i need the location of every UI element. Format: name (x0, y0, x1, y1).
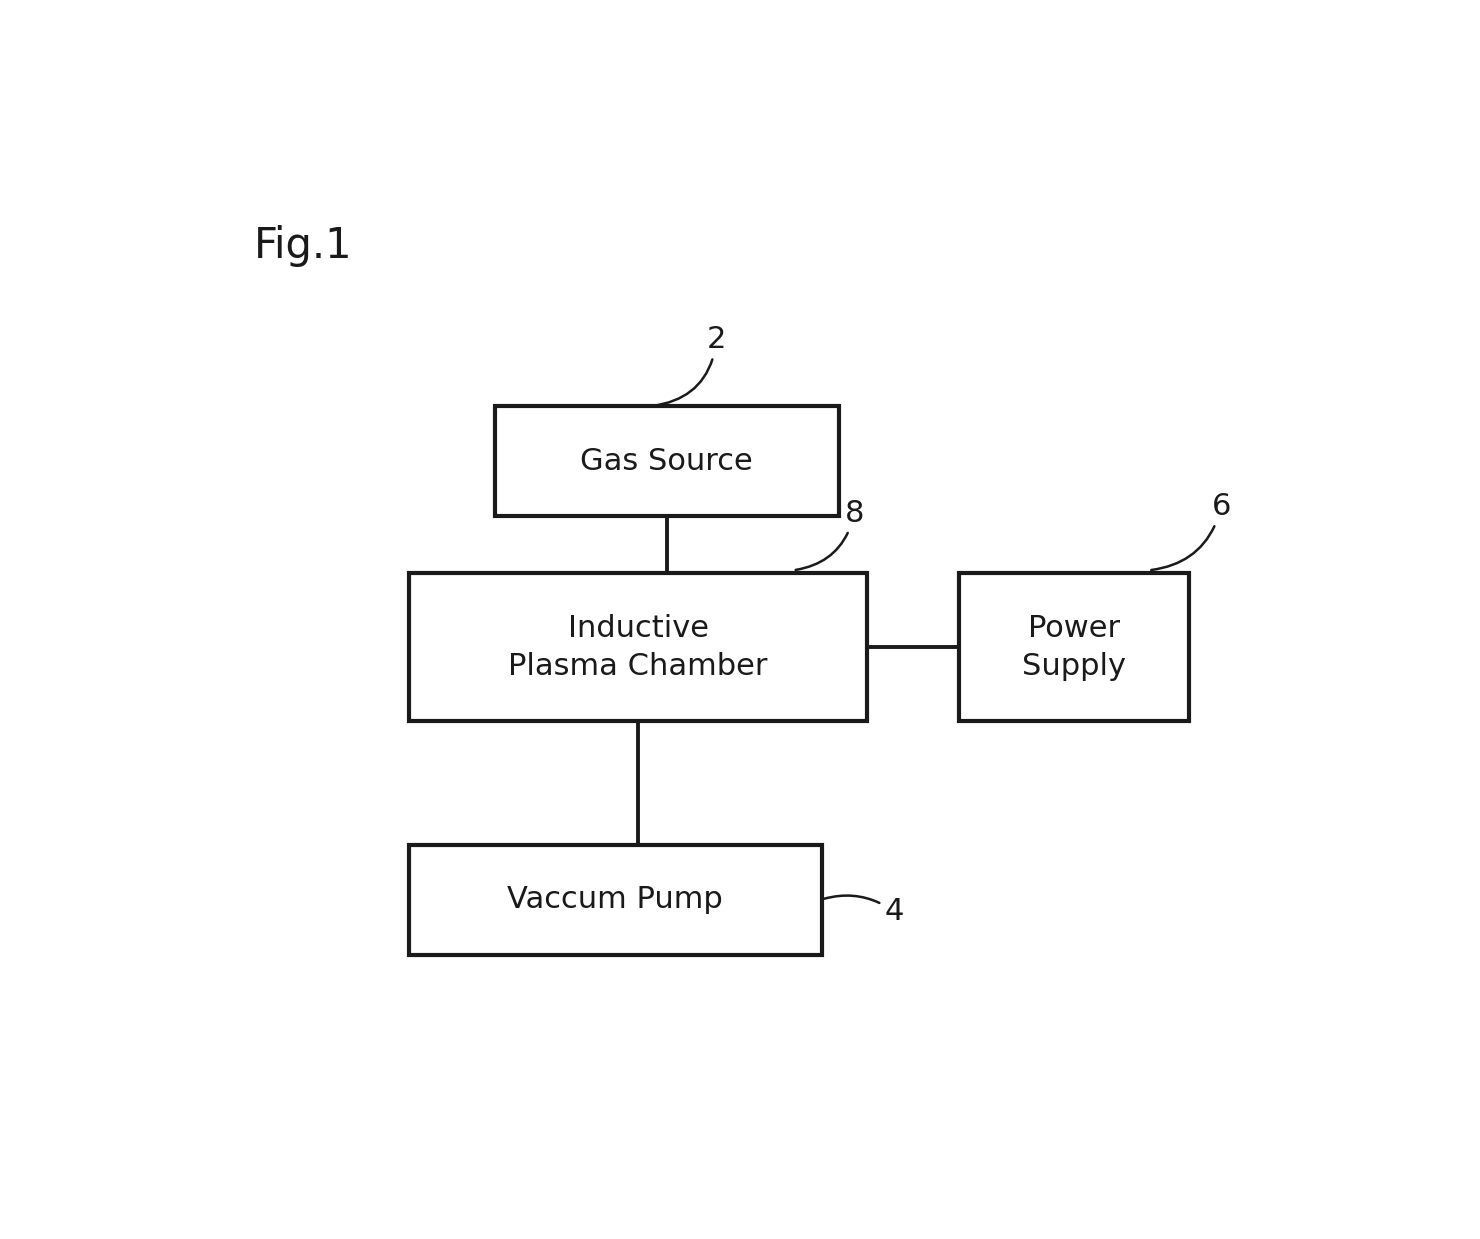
Text: Gas Source: Gas Source (580, 446, 753, 476)
Bar (959, 574, 1188, 721)
Text: Fig.1: Fig.1 (255, 225, 352, 266)
Bar (494, 406, 839, 515)
Text: 4: 4 (824, 896, 904, 927)
Text: Power
Supply: Power Supply (1021, 613, 1126, 680)
Bar (408, 845, 821, 955)
Text: Vaccum Pump: Vaccum Pump (508, 886, 724, 914)
Text: 2: 2 (653, 325, 727, 406)
Bar (408, 574, 867, 721)
Text: 6: 6 (1151, 492, 1231, 570)
Text: 8: 8 (796, 498, 864, 570)
Text: Inductive
Plasma Chamber: Inductive Plasma Chamber (508, 613, 768, 680)
